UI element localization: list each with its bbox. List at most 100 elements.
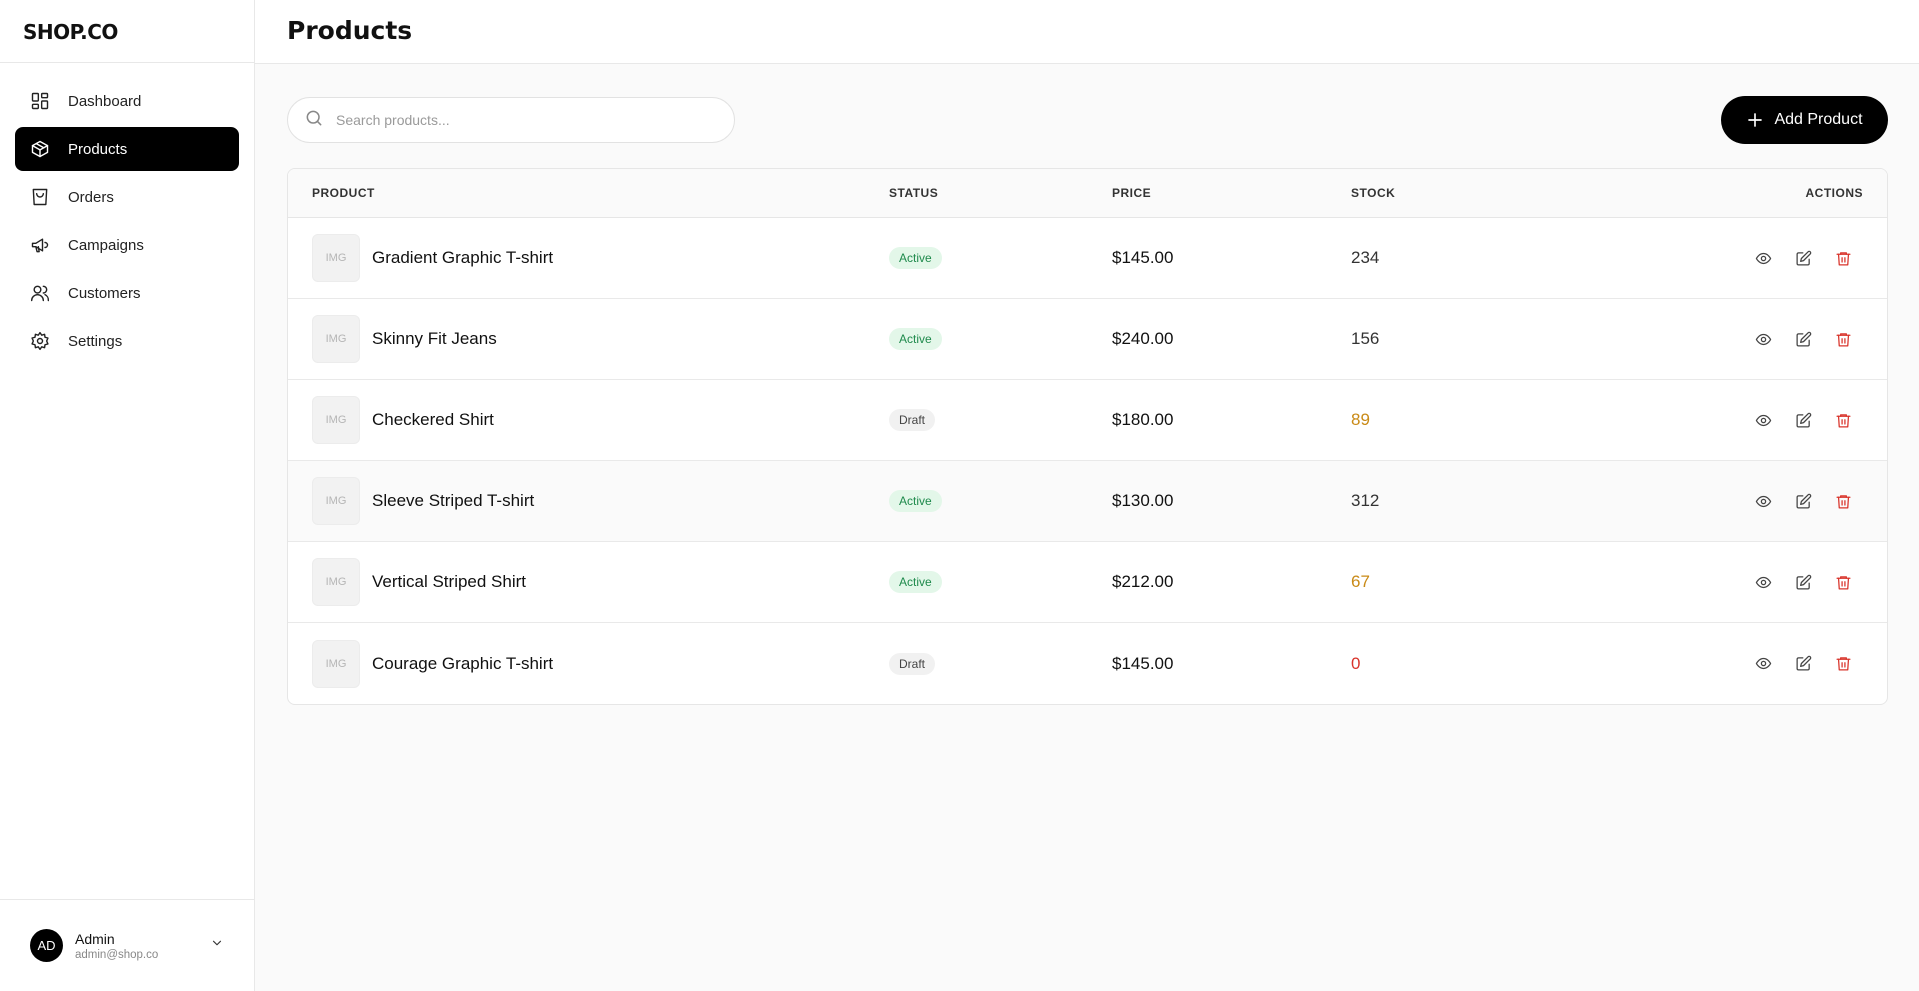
edit-icon[interactable] [1783, 408, 1823, 432]
price-cell: $180.00 [1112, 410, 1351, 430]
product-name[interactable]: Skinny Fit Jeans [372, 329, 497, 348]
view-icon[interactable] [1743, 570, 1783, 594]
status-cell: Active [889, 247, 1112, 269]
stock-cell: 156 [1351, 329, 1601, 349]
status-cell: Active [889, 490, 1112, 512]
product-stock: 156 [1351, 329, 1380, 348]
actions-cell [1601, 652, 1887, 676]
status-badge: Active [889, 328, 942, 350]
product-name[interactable]: Sleeve Striped T-shirt [372, 491, 535, 510]
column-header-status[interactable]: STATUS [889, 186, 939, 200]
plus-icon [1746, 111, 1764, 129]
delete-icon[interactable] [1823, 652, 1863, 676]
table-row[interactable]: IMG Vertical Striped Shirt Active $212.00 67 [288, 542, 1887, 623]
delete-icon[interactable] [1823, 408, 1863, 432]
column-header-product[interactable]: PRODUCT [312, 186, 375, 200]
price-cell: $212.00 [1112, 572, 1351, 592]
stock-cell: 67 [1351, 572, 1601, 592]
product-stock: 312 [1351, 491, 1380, 510]
view-icon[interactable] [1743, 652, 1783, 676]
view-icon[interactable] [1743, 408, 1783, 432]
add-product-button[interactable]: Add Product [1721, 96, 1888, 144]
product-cell: IMG Courage Graphic T-shirt [288, 639, 889, 688]
product-cell: IMG Checkered Shirt [288, 396, 889, 444]
sidebar-item-campaigns[interactable]: Campaigns [15, 223, 239, 267]
product-name[interactable]: Vertical Striped Shirt [372, 572, 527, 591]
actions-cell [1601, 570, 1887, 594]
sidebar-nav: Dashboard Products Orders Campaigns Cust… [0, 63, 254, 363]
status-cell: Active [889, 328, 1112, 350]
product-name[interactable]: Checkered Shirt [372, 410, 494, 429]
column-header-stock[interactable]: STOCK [1351, 186, 1396, 200]
edit-icon[interactable] [1783, 652, 1823, 676]
product-stock: 67 [1351, 572, 1370, 591]
package-icon [30, 139, 50, 159]
actions-cell [1601, 408, 1887, 432]
user-menu[interactable]: AD Admin admin@shop.co [0, 899, 254, 991]
column-header-actions: ACTIONS [1805, 186, 1863, 200]
brand-logo[interactable]: SHOP.CO [0, 0, 254, 63]
sidebar: SHOP.CO Dashboard Products Orders Campai… [0, 0, 255, 991]
status-cell: Active [889, 571, 1112, 593]
product-stock: 89 [1351, 410, 1370, 429]
status-cell: Draft [889, 652, 1112, 675]
delete-icon[interactable] [1823, 489, 1863, 513]
sidebar-item-products[interactable]: Products [15, 127, 239, 171]
sidebar-item-label: Campaigns [68, 236, 144, 254]
delete-icon[interactable] [1823, 246, 1863, 270]
product-price: $130.00 [1112, 491, 1174, 510]
table-body: IMG Gradient Graphic T-shirt Active $145.00… [288, 218, 1887, 704]
delete-icon[interactable] [1823, 327, 1863, 351]
megaphone-icon [30, 235, 50, 255]
product-price: $180.00 [1112, 410, 1174, 429]
edit-icon[interactable] [1783, 489, 1823, 513]
edit-icon[interactable] [1783, 246, 1823, 270]
view-icon[interactable] [1743, 489, 1783, 513]
stock-cell: 234 [1351, 248, 1601, 268]
sidebar-item-label: Settings [68, 332, 123, 350]
product-thumbnail: IMG [312, 558, 360, 606]
view-icon[interactable] [1743, 327, 1783, 351]
sidebar-item-orders[interactable]: Orders [15, 175, 239, 219]
dashboard-icon [30, 91, 50, 111]
product-thumbnail: IMG [312, 315, 360, 363]
sidebar-item-label: Orders [68, 188, 114, 206]
price-cell: $240.00 [1112, 329, 1351, 349]
column-header-price[interactable]: PRICE [1112, 186, 1152, 200]
product-name[interactable]: Gradient Graphic T-shirt [372, 248, 554, 267]
sidebar-item-label: Dashboard [68, 92, 142, 110]
sidebar-item-customers[interactable]: Customers [15, 271, 239, 315]
users-icon [30, 283, 50, 303]
product-thumbnail: IMG [312, 477, 360, 525]
table-row[interactable]: IMG Gradient Graphic T-shirt Active $145.00… [288, 218, 1887, 299]
product-price: $240.00 [1112, 329, 1174, 348]
edit-icon[interactable] [1783, 570, 1823, 594]
delete-icon[interactable] [1823, 570, 1863, 594]
stock-cell: 89 [1351, 410, 1601, 430]
sidebar-item-label: Products [68, 140, 128, 158]
page-title: Products [287, 16, 413, 45]
add-product-label: Add Product [1774, 111, 1863, 128]
table-row[interactable]: IMG Checkered Shirt Draft $180.00 89 [288, 380, 1887, 461]
search-icon [304, 108, 324, 133]
table-row[interactable]: IMG Courage Graphic T-shirt Draft $145.00 0 [288, 623, 1887, 704]
table-row[interactable]: IMG Skinny Fit Jeans Active $240.00 156 [288, 299, 1887, 380]
search-input[interactable] [336, 112, 716, 128]
edit-icon[interactable] [1783, 327, 1823, 351]
product-thumbnail: IMG [312, 396, 360, 444]
sidebar-item-settings[interactable]: Settings [15, 319, 239, 363]
chevron-down-icon[interactable] [210, 936, 224, 955]
table-header: PRODUCT STATUS PRICE STOCK ACTIONS [288, 169, 1887, 218]
table-row[interactable]: IMG Sleeve Striped T-shirt Active $130.00 31… [288, 461, 1887, 542]
product-price: $145.00 [1112, 248, 1174, 267]
status-badge: Active [889, 571, 942, 593]
stock-cell: 0 [1351, 654, 1601, 674]
sidebar-item-label: Customers [68, 284, 141, 302]
product-stock: 234 [1351, 248, 1380, 267]
actions-cell [1601, 489, 1887, 513]
product-cell: IMG Skinny Fit Jeans [288, 315, 889, 363]
search-box[interactable] [287, 97, 735, 143]
sidebar-item-dashboard[interactable]: Dashboard [15, 79, 239, 123]
view-icon[interactable] [1743, 246, 1783, 270]
product-name[interactable]: Courage Graphic T-shirt [372, 653, 554, 673]
